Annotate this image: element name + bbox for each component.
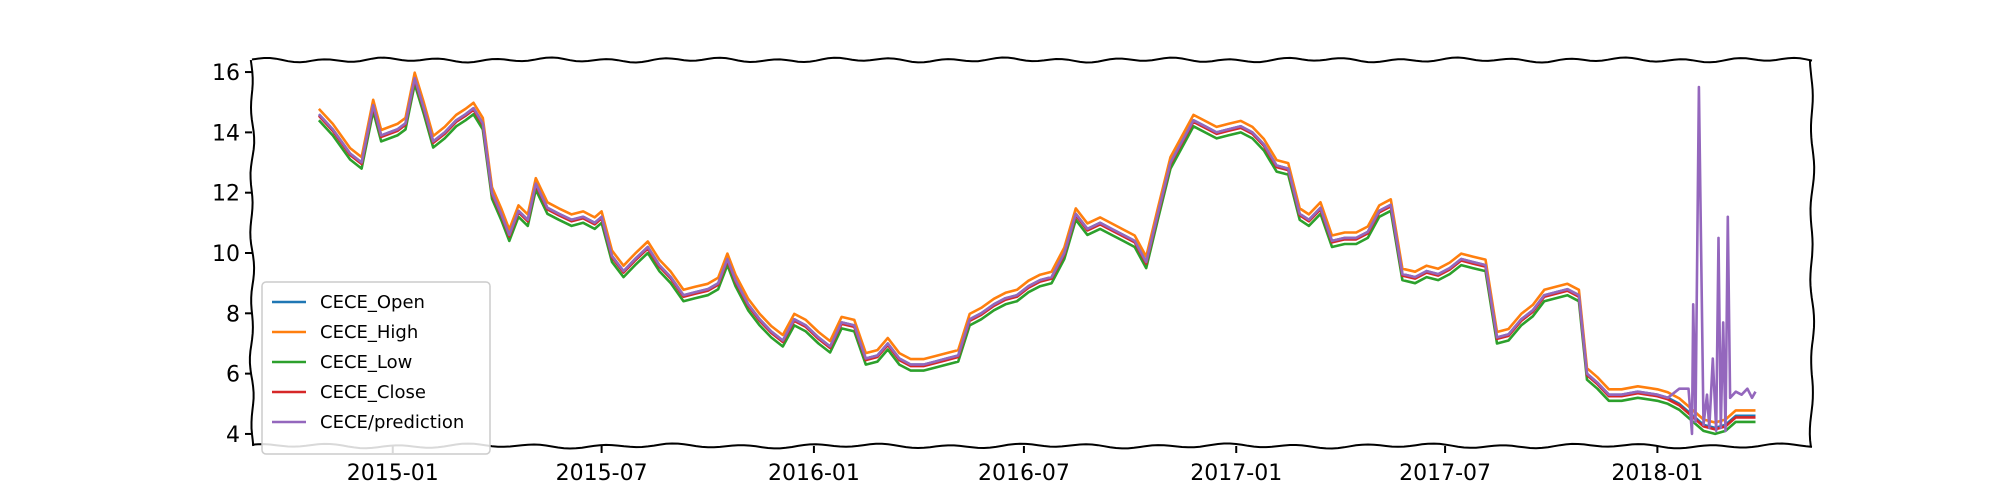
y-tick-label: 6 xyxy=(226,363,240,388)
y-tick-label: 10 xyxy=(212,242,240,267)
legend-box xyxy=(261,281,491,455)
x-tick-label: 2017-07 xyxy=(1399,461,1491,486)
y-tick-label: 8 xyxy=(226,302,240,327)
y-tick-label: 4 xyxy=(226,423,240,448)
x-tick-label: 2018-01 xyxy=(1611,461,1703,486)
x-tick-label: 2015-07 xyxy=(556,461,648,486)
x-tick-label: 2017-01 xyxy=(1190,461,1282,486)
legend-label: CECE/prediction xyxy=(320,412,464,433)
y-tick-label: 14 xyxy=(212,121,240,146)
y-axis: 4 6 8 10 12 14 16 xyxy=(212,61,252,448)
legend-label: CECE_Low xyxy=(320,352,412,373)
axes-frame xyxy=(248,56,1816,450)
series-line-2 xyxy=(317,82,1756,436)
series-lines xyxy=(317,71,1757,436)
legend-label: CECE_Open xyxy=(320,292,425,313)
x-tick-label: 2016-01 xyxy=(768,461,860,486)
legend: CECE_Open CECE_High CECE_Low CECE_Close CECE… xyxy=(261,281,491,455)
series-line-3 xyxy=(317,78,1756,431)
x-axis: 2015-01 2015-07 2016-01 2016-07 2017-01 2017-… xyxy=(347,446,1703,486)
legend-label: CECE_Close xyxy=(320,382,426,403)
x-tick-label: 2016-07 xyxy=(978,461,1070,486)
series-line-1 xyxy=(317,71,1756,424)
series-line-4 xyxy=(317,76,1757,436)
legend-label: CECE_High xyxy=(320,322,418,343)
y-tick-label: 16 xyxy=(212,61,240,86)
series-line-0 xyxy=(317,76,1756,430)
x-tick-label: 2015-01 xyxy=(347,461,439,486)
y-tick-label: 12 xyxy=(212,182,240,207)
